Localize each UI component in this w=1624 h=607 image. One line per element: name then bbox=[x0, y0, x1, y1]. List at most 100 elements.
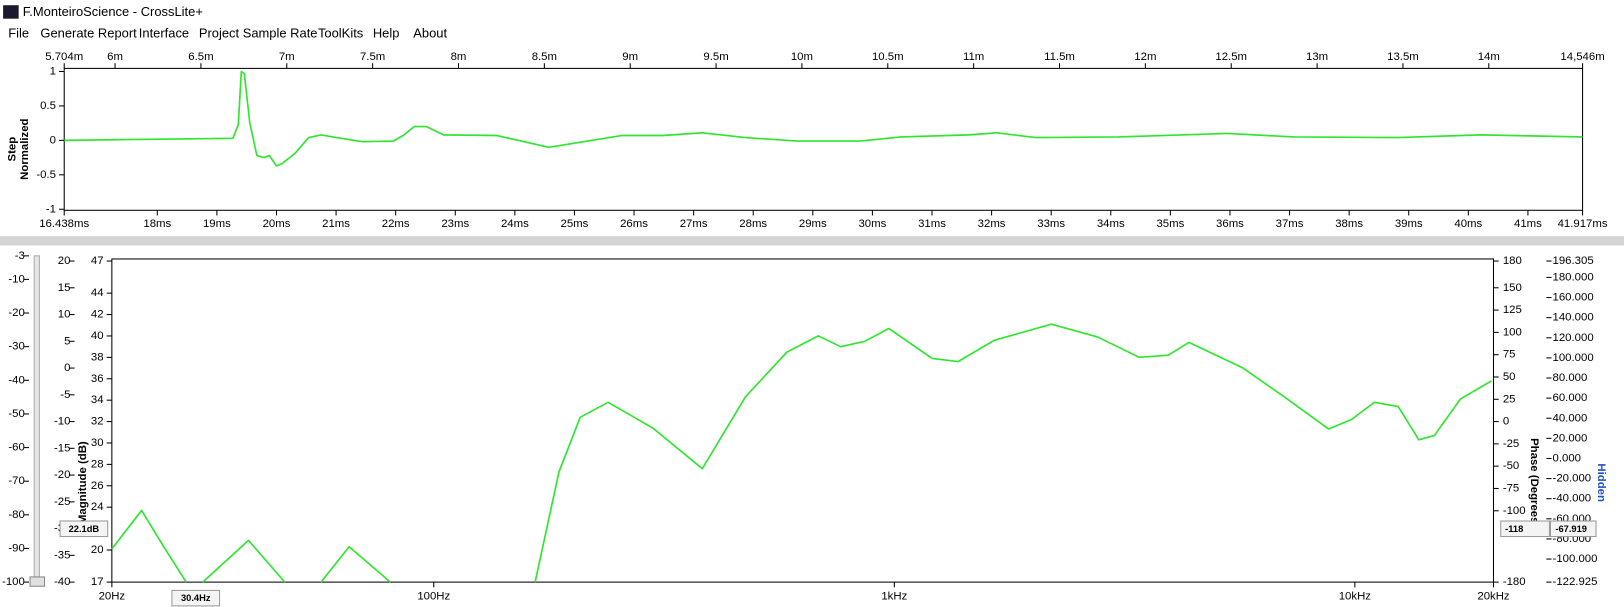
x-tick-label: 22ms bbox=[382, 218, 410, 230]
x-tick-label: 10m bbox=[791, 51, 813, 63]
data-line bbox=[111, 323, 1492, 583]
menu-item[interactable]: Project Sample Rate bbox=[199, 26, 318, 41]
readout-hidden: -67.919 bbox=[1555, 524, 1587, 534]
y-tick-label: -1 bbox=[46, 203, 56, 215]
x-tick-label: 10kHz bbox=[1339, 591, 1372, 603]
y-tick-label: -5 bbox=[60, 389, 70, 401]
plot-frame bbox=[63, 67, 1584, 211]
menu-item[interactable]: Generate Report bbox=[40, 26, 137, 41]
splitter[interactable] bbox=[0, 236, 1624, 246]
x-tick-label: 14,546m bbox=[1560, 51, 1604, 63]
x-tick-label: 20ms bbox=[263, 218, 291, 230]
y-tick-label: -100.000 bbox=[1553, 553, 1598, 565]
y-tick-label: -20.000 bbox=[1553, 473, 1592, 485]
x-tick-label: 8.5m bbox=[532, 51, 557, 63]
chart-marks: 5.704m 6m 6.5m 7m 7.5m 8m 8.5m 9m 9.5m 10m 10.5m 11… bbox=[2, 51, 1608, 603]
menu-item[interactable]: Help bbox=[373, 26, 400, 41]
y-tick-label: -50 bbox=[8, 408, 24, 420]
x-tick-label: 41.917ms bbox=[1558, 218, 1608, 230]
readout-box bbox=[59, 520, 109, 538]
x-tick-label: 25ms bbox=[561, 218, 589, 230]
y-tick-label: 38 bbox=[91, 351, 104, 363]
readout-frequency: 30.4Hz bbox=[181, 593, 211, 603]
x-tick-label: 24ms bbox=[501, 218, 529, 230]
y-tick-label: -50 bbox=[1503, 460, 1519, 472]
x-tick-label: 6.5m bbox=[188, 51, 213, 63]
x-tick-label: 20Hz bbox=[99, 591, 126, 603]
y-tick-label: 36 bbox=[91, 373, 104, 385]
y-tick-label: -3 bbox=[15, 250, 25, 262]
y-tick-label: 24 bbox=[91, 501, 104, 513]
x-tick-label: 34ms bbox=[1097, 218, 1125, 230]
y-tick-label: 5 bbox=[64, 335, 70, 347]
x-tick-label: 37ms bbox=[1276, 218, 1304, 230]
menu-item[interactable]: Interface bbox=[139, 26, 189, 41]
x-tick-label: 10.5m bbox=[872, 51, 904, 63]
x-tick-label: 14m bbox=[1478, 51, 1500, 63]
x-tick-label: 16.438ms bbox=[39, 218, 89, 230]
x-tick-label: 1kHz bbox=[881, 591, 907, 603]
y2-axis-title: Phase (Degrees) bbox=[1528, 438, 1540, 527]
y-tick-label: -35 bbox=[54, 549, 70, 561]
x-tick-label: 35ms bbox=[1156, 218, 1184, 230]
y-tick-label: 20 bbox=[91, 544, 104, 556]
y-tick-label: 32 bbox=[91, 416, 104, 428]
y-tick-label: 26 bbox=[91, 480, 104, 492]
x-tick-label: 18ms bbox=[143, 218, 171, 230]
x-tick-label: 6m bbox=[107, 51, 123, 63]
x-tick-label: 32ms bbox=[978, 218, 1006, 230]
x-tick-label: 36ms bbox=[1216, 218, 1244, 230]
y-tick-label: 50 bbox=[1503, 371, 1516, 383]
x-tick-label: 9.5m bbox=[703, 51, 728, 63]
y-axis-title: Step bbox=[6, 137, 18, 162]
level-slider-track[interactable] bbox=[33, 255, 40, 583]
x-tick-label: 28ms bbox=[739, 218, 767, 230]
menu-item[interactable]: ToolKits bbox=[318, 26, 363, 41]
y-tick-label: -40 bbox=[54, 576, 70, 588]
menu-item[interactable]: About bbox=[413, 26, 447, 41]
y-tick-label: -60 bbox=[8, 442, 24, 454]
y-tick-label: 42 bbox=[91, 309, 104, 321]
menu-item[interactable]: File bbox=[8, 26, 29, 41]
y-tick-label: 10 bbox=[58, 309, 71, 321]
readout-box bbox=[171, 589, 221, 607]
y-tick-label: 34 bbox=[91, 394, 104, 406]
plot-frame bbox=[111, 258, 1495, 583]
y-tick-label: -40.000 bbox=[1553, 493, 1592, 505]
hidden-axis-title[interactable]: Hidden bbox=[1595, 463, 1607, 502]
readout-magnitude: 22.1dB bbox=[69, 524, 100, 534]
x-tick-label: 11.5m bbox=[1044, 51, 1075, 63]
readouts: 22.1dB 30.4Hz -118 -67.919 bbox=[59, 520, 1597, 607]
readout-box bbox=[1549, 520, 1597, 538]
y-tick-label: 196.305 bbox=[1553, 255, 1594, 267]
y-tick-label: 60.000 bbox=[1553, 392, 1588, 404]
menu-bg bbox=[0, 22, 1624, 46]
y-tick-label: 125 bbox=[1503, 304, 1522, 316]
x-tick-label: 33ms bbox=[1037, 218, 1065, 230]
x-tick-label: 13.5m bbox=[1387, 51, 1419, 63]
x-tick-label: 5.704m bbox=[45, 51, 83, 63]
y-tick-label: -80 bbox=[8, 509, 24, 521]
level-slider-thumb[interactable] bbox=[29, 576, 46, 587]
y-tick-label: 0 bbox=[50, 134, 56, 146]
y-tick-label: -180 bbox=[1503, 576, 1526, 588]
y-tick-label: 100.000 bbox=[1553, 352, 1594, 364]
y-tick-label: -70 bbox=[8, 475, 24, 487]
x-tick-label: 7.5m bbox=[360, 51, 385, 63]
x-tick-label: 9m bbox=[622, 51, 638, 63]
x-tick-label: 41ms bbox=[1514, 218, 1542, 230]
x-tick-label: 20kHz bbox=[1477, 591, 1510, 603]
y-tick-label: -20 bbox=[54, 469, 70, 481]
y-tick-label: 180 bbox=[1503, 255, 1522, 267]
y-tick-label: 80.000 bbox=[1553, 372, 1588, 384]
y-tick-label: -25 bbox=[1503, 438, 1519, 450]
y-tick-label: 25 bbox=[1503, 393, 1516, 405]
y-tick-label: -100 bbox=[2, 576, 25, 588]
y-tick-label: 20.000 bbox=[1553, 432, 1588, 444]
y-tick-label: -40 bbox=[8, 374, 24, 386]
y-axis-title: Magnitude (dB) bbox=[77, 441, 89, 524]
title-bar bbox=[0, 0, 1624, 23]
y-tick-label: -90 bbox=[8, 542, 24, 554]
x-tick-label: 27ms bbox=[680, 218, 708, 230]
readout-phase: -118 bbox=[1505, 524, 1523, 534]
